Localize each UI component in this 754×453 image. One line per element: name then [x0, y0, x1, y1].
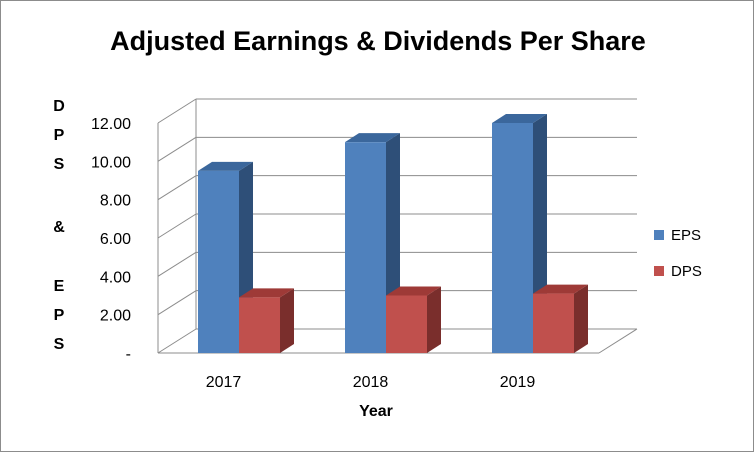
chart-title: Adjusted Earnings & Dividends Per Share — [110, 26, 646, 56]
y-tick-label: - — [126, 346, 131, 363]
y-axis-title-letter: S — [54, 156, 65, 173]
bar-dps-2019-top — [533, 284, 588, 294]
legend: EPS DPS — [654, 227, 702, 280]
x-tick-label: 2019 — [500, 374, 536, 391]
bars-layer — [198, 114, 588, 353]
gridline-diagonal — [157, 328, 197, 354]
bar-eps-2018 — [345, 142, 386, 353]
bar-eps-2019-top — [492, 114, 547, 123]
x-tick-label: 2018 — [353, 374, 389, 391]
y-axis-title-letter: S — [54, 336, 65, 353]
y-axis-title-letter: P — [54, 307, 65, 324]
gridline-diagonal — [157, 98, 197, 124]
bar-dps-2018 — [386, 295, 427, 353]
gridline-diagonal — [157, 136, 197, 162]
bar-eps-2018-top — [345, 133, 400, 143]
bar-dps-2018-top — [386, 286, 441, 296]
bar-eps-2017 — [198, 170, 239, 353]
y-axis-ticks: - 2.00 4.00 6.00 8.00 10.00 12.00 — [91, 116, 131, 363]
legend-swatch-eps — [654, 230, 664, 240]
bar-dps-2017-side — [280, 288, 294, 353]
gridline-diagonal — [157, 213, 197, 239]
bar-dps-2017 — [239, 297, 280, 353]
gridline-diagonal — [157, 251, 197, 277]
y-axis-title-letter: & — [53, 219, 65, 236]
x-axis-ticks: 2017 2018 2019 — [206, 374, 536, 391]
bar-eps-2017-top — [198, 161, 253, 171]
bar-dps-2017-top — [239, 288, 294, 298]
y-tick-label: 4.00 — [100, 269, 131, 286]
y-tick-label: 12.00 — [91, 116, 131, 133]
y-axis-title-letter: P — [54, 127, 65, 144]
y-axis-title: DPS&EPS — [53, 98, 65, 353]
legend-label-dps: DPS — [671, 263, 702, 280]
y-axis-title-letter: D — [53, 98, 65, 115]
bar-dps-2019 — [533, 293, 574, 353]
gridline-diagonal — [157, 175, 197, 201]
bar-dps-2018-side — [427, 286, 441, 353]
y-tick-label: 8.00 — [100, 193, 131, 210]
floor-right-edge — [598, 328, 638, 354]
legend-label-eps: EPS — [671, 227, 701, 244]
y-axis-title-letter: E — [54, 278, 65, 295]
x-axis-title: Year — [359, 403, 393, 420]
legend-swatch-dps — [654, 266, 664, 276]
bar-eps-2019 — [492, 123, 533, 353]
gridline-diagonal — [157, 290, 197, 316]
x-tick-label: 2017 — [206, 374, 242, 391]
y-tick-label: 2.00 — [100, 308, 131, 325]
y-tick-label: 10.00 — [91, 154, 131, 171]
y-tick-label: 6.00 — [100, 231, 131, 248]
bar-dps-2019-side — [574, 284, 588, 353]
